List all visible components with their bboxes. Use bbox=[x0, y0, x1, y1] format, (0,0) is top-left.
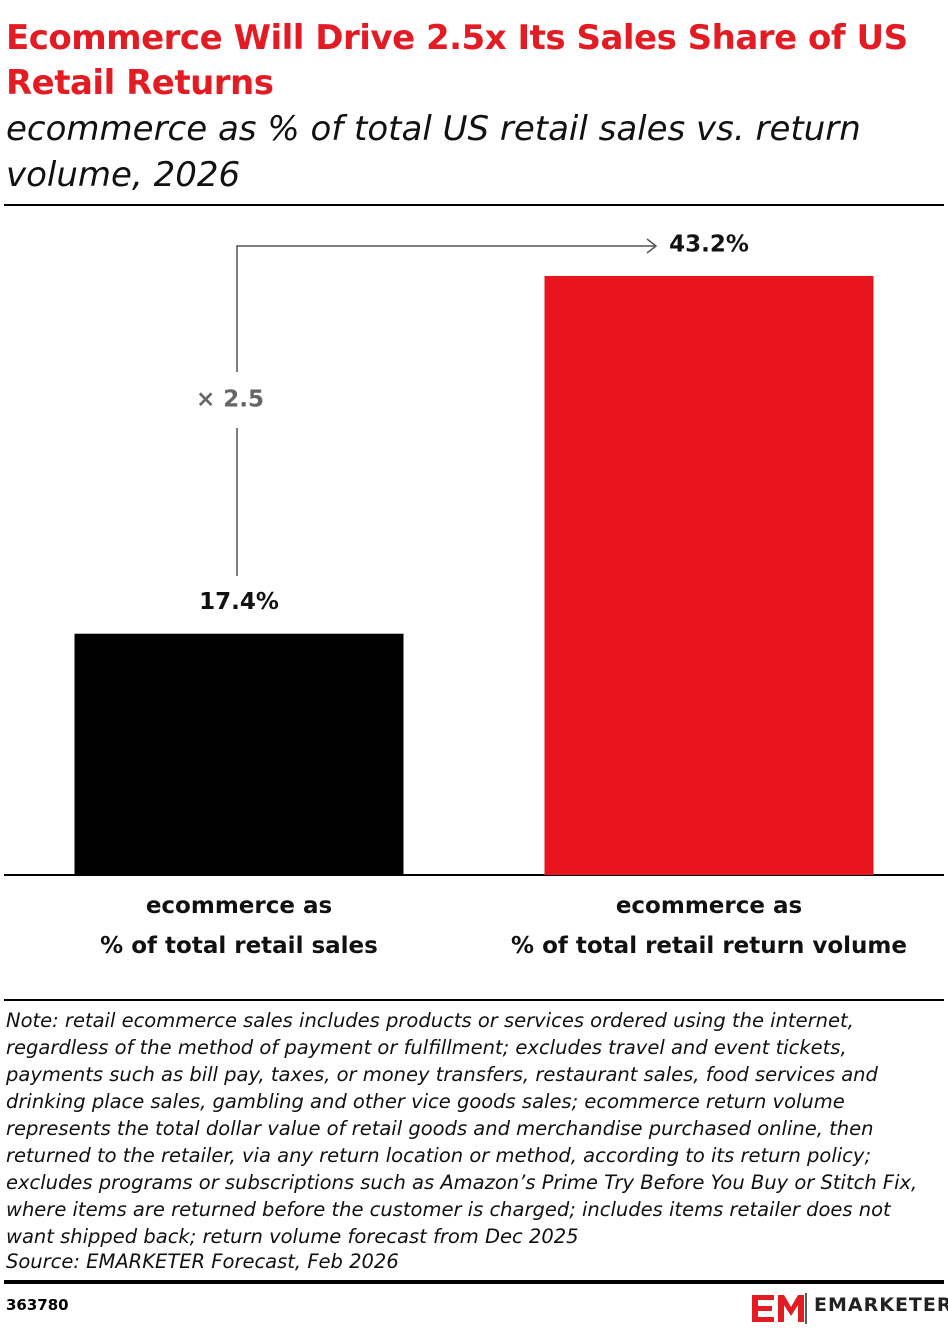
logo-mark bbox=[752, 1295, 804, 1322]
arrow-head bbox=[646, 238, 658, 254]
value-label: 43.2% bbox=[669, 231, 749, 257]
x-tick-label: ecommerce as % of total retail return vo… bbox=[511, 893, 907, 959]
annotation: × 2.5 bbox=[196, 387, 264, 413]
brand: EMARKETER bbox=[814, 1294, 948, 1316]
chart-id: 363780 bbox=[6, 1296, 69, 1314]
value-label: 17.4% bbox=[199, 589, 279, 615]
bar bbox=[544, 275, 874, 876]
chart-subtitle: ecommerce as % of total US retail sales … bbox=[6, 109, 861, 195]
note: Note: retail ecommerce sales includes pr… bbox=[6, 1009, 918, 1248]
annotation-line bbox=[236, 245, 655, 372]
source: Source: EMARKETER Forecast, Feb 2026 bbox=[6, 1250, 399, 1273]
chart-title: Ecommerce Will Drive 2.5x Its Sales Shar… bbox=[6, 18, 908, 103]
bar bbox=[74, 633, 404, 875]
x-tick-label: ecommerce as % of total retail sales bbox=[100, 893, 378, 959]
